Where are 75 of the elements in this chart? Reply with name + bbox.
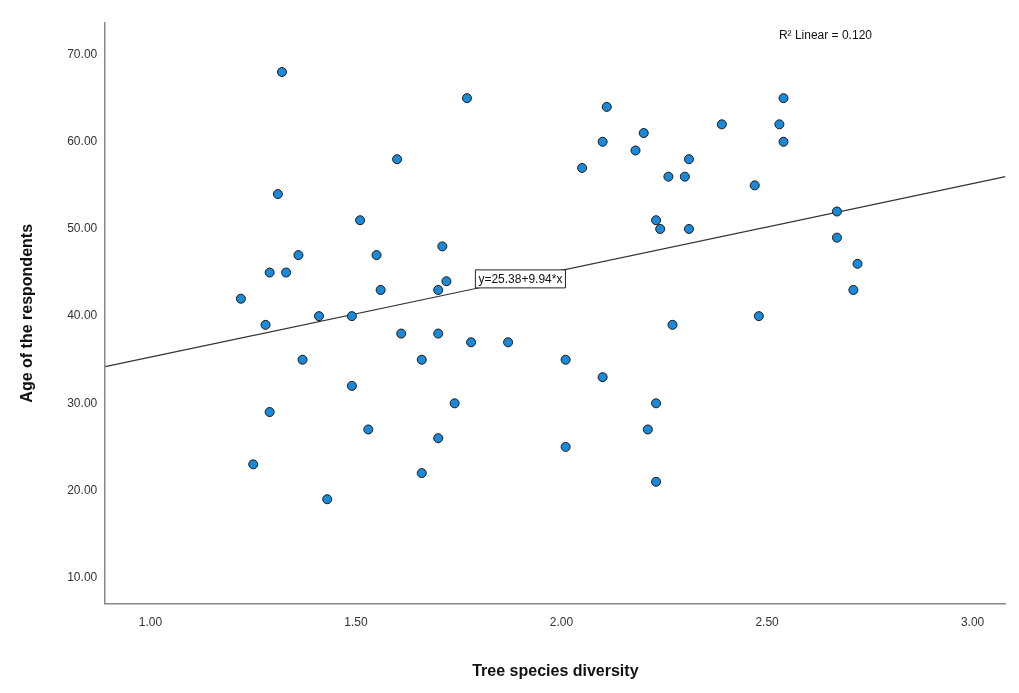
point (601, 101, 612, 112)
point (778, 136, 789, 147)
point (433, 433, 444, 444)
point (396, 328, 407, 339)
point (630, 145, 641, 156)
x-tick-label: 3.00 (960, 614, 985, 629)
point (272, 189, 283, 200)
y-axis-title: Age of the respondents (18, 223, 36, 403)
point (651, 215, 662, 226)
point (831, 206, 842, 217)
point (683, 154, 694, 165)
x-tick-label: 1.00 (138, 614, 163, 629)
point (461, 93, 472, 104)
point (235, 293, 246, 304)
point (560, 354, 571, 365)
x-tick-label: 2.00 (549, 614, 574, 629)
x-axis-title: Tree species diversity (472, 661, 639, 679)
point (416, 354, 427, 365)
point (392, 154, 403, 165)
point (774, 119, 785, 130)
y-tick-label: 30.00 (67, 395, 98, 410)
point (371, 250, 382, 261)
y-tick-label: 40.00 (67, 308, 98, 323)
point (638, 128, 649, 139)
point (577, 162, 588, 173)
point (466, 337, 477, 348)
point (297, 354, 308, 365)
point (597, 372, 608, 383)
point (778, 93, 789, 104)
y-tick-label: 20.00 (67, 482, 98, 497)
point (313, 311, 324, 322)
point (753, 311, 764, 322)
annotation: R² Linear = 0.120 (778, 27, 873, 42)
point (848, 284, 859, 295)
x-tick-label: 1.50 (344, 614, 368, 629)
y-tick-label: 70.00 (67, 46, 98, 61)
y-tick-label: 10.00 (67, 569, 98, 584)
point (416, 468, 427, 479)
annotation: y=25.38+9.94*x (478, 272, 563, 287)
point (363, 424, 374, 435)
point (437, 241, 448, 252)
point (293, 250, 304, 261)
point (260, 319, 271, 330)
point (281, 267, 292, 278)
point (264, 267, 275, 278)
point (597, 136, 608, 147)
point (655, 223, 666, 234)
point (663, 171, 674, 182)
point (667, 319, 678, 330)
point (322, 494, 333, 505)
point (852, 258, 863, 269)
point (716, 119, 727, 130)
point (683, 223, 694, 234)
y-tick-label: 50.00 (67, 221, 98, 236)
point (449, 398, 460, 409)
point (355, 215, 366, 226)
point (441, 276, 452, 287)
point (642, 424, 653, 435)
point (651, 398, 662, 409)
point (433, 328, 444, 339)
point (346, 311, 357, 322)
point (831, 232, 842, 243)
point (560, 441, 571, 452)
point (264, 407, 275, 418)
x-tick-label: 2.50 (755, 614, 780, 629)
point (248, 459, 259, 470)
point (679, 171, 690, 182)
point (749, 180, 760, 191)
point (346, 380, 357, 391)
point (375, 284, 386, 295)
point (503, 337, 514, 348)
point (433, 284, 444, 295)
point (651, 476, 662, 487)
point (277, 67, 287, 78)
y-tick-label: 60.00 (67, 134, 98, 149)
